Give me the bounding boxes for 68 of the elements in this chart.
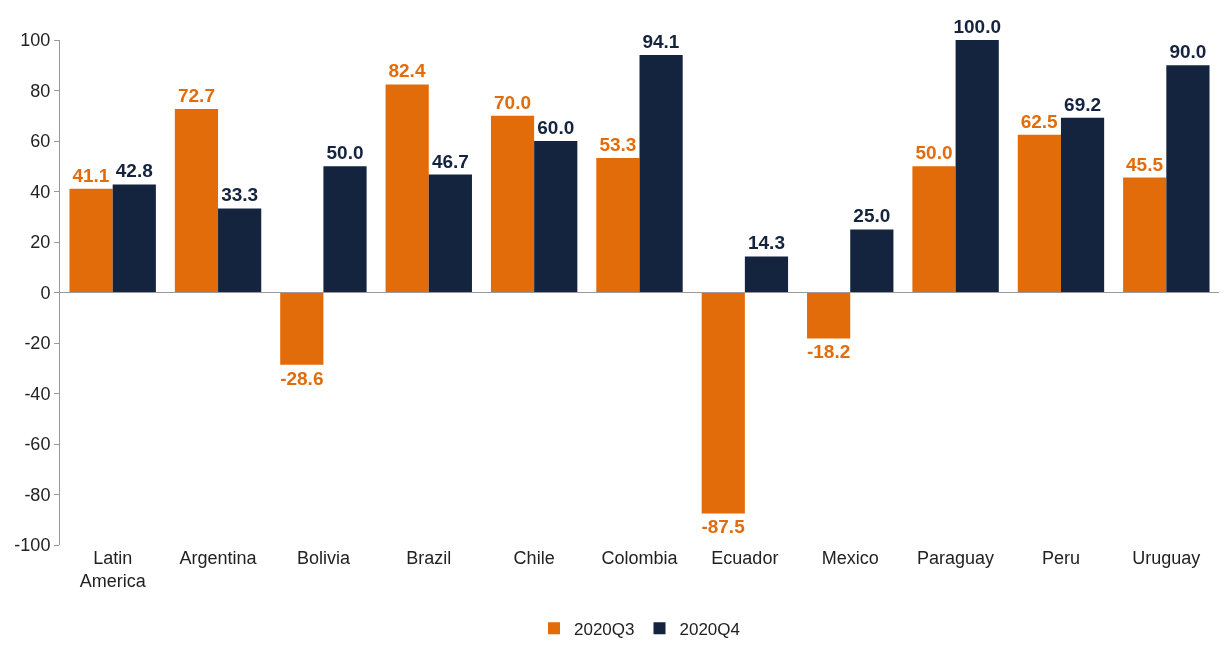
x-tick-label: Colombia <box>601 548 679 568</box>
data-label: 69.2 <box>1064 93 1102 115</box>
data-label: 41.1 <box>72 164 110 186</box>
legend-label: 2020Q4 <box>679 619 740 639</box>
bar <box>596 157 640 293</box>
data-label: 70.0 <box>494 91 532 113</box>
x-tick-label: Paraguay <box>917 548 995 568</box>
bar <box>323 166 367 293</box>
x-tick-label: Mexico <box>821 548 879 568</box>
x-tick-label: Ecuador <box>711 548 779 568</box>
bar <box>280 292 324 365</box>
y-tick-label: 40 <box>30 181 51 202</box>
y-tick-label: 80 <box>30 80 51 101</box>
data-label: 72.7 <box>177 84 215 106</box>
bar <box>701 292 745 514</box>
data-label: 50.0 <box>915 142 953 164</box>
bar <box>850 229 894 293</box>
x-tick-label: Argentina <box>179 548 258 568</box>
x-tick-label: Chile <box>513 548 555 568</box>
bar <box>744 256 789 293</box>
bar <box>955 40 999 293</box>
x-tick-label: Brazil <box>406 548 452 568</box>
bar <box>428 174 472 293</box>
bar <box>218 208 262 293</box>
data-label: 42.8 <box>115 160 153 182</box>
x-tick-label: Latin America <box>79 548 147 592</box>
y-tick-label: -100 <box>14 535 51 556</box>
bar <box>534 141 578 293</box>
bar <box>1123 177 1167 293</box>
data-label: -28.6 <box>280 367 324 389</box>
bar <box>1166 65 1210 293</box>
data-label: -18.2 <box>806 341 851 363</box>
bar <box>385 84 429 293</box>
data-label: 90.0 <box>1169 41 1207 63</box>
y-tick-label: -60 <box>24 434 51 455</box>
bar <box>1017 134 1061 293</box>
data-label: 82.4 <box>388 60 426 82</box>
data-label: 50.0 <box>326 142 364 164</box>
x-tick-label: Peru <box>1041 548 1080 568</box>
bar <box>1060 117 1105 293</box>
y-tick-label: -40 <box>24 383 51 404</box>
data-label: 100.0 <box>953 16 1001 37</box>
data-label: 62.5 <box>1020 110 1059 132</box>
data-label: 45.5 <box>1126 153 1164 175</box>
bar <box>112 184 156 293</box>
bar <box>69 188 113 293</box>
data-label: 53.3 <box>599 133 637 155</box>
bar <box>912 166 956 293</box>
x-tick-label: Bolivia <box>296 548 351 568</box>
data-label: 33.3 <box>221 184 259 206</box>
data-label: 94.1 <box>642 30 680 52</box>
y-tick-label: 0 <box>40 282 51 303</box>
data-label: 25.0 <box>853 205 891 227</box>
y-tick-label: -80 <box>24 484 51 505</box>
data-label: 46.7 <box>431 150 469 172</box>
x-tick-label: Uruguay <box>1132 548 1201 568</box>
bar <box>807 292 851 339</box>
y-tick-label: -20 <box>24 333 51 354</box>
y-tick-label: 100 <box>20 30 51 51</box>
y-tick-label: 20 <box>30 232 51 253</box>
bar <box>174 108 219 293</box>
data-label: 60.0 <box>537 117 575 138</box>
bar <box>639 54 683 293</box>
y-tick-label: 60 <box>30 131 51 152</box>
legend-label: 2020Q3 <box>574 619 635 639</box>
data-label: -87.5 <box>701 516 746 538</box>
data-label: 14.3 <box>747 232 785 254</box>
bar <box>490 115 535 293</box>
